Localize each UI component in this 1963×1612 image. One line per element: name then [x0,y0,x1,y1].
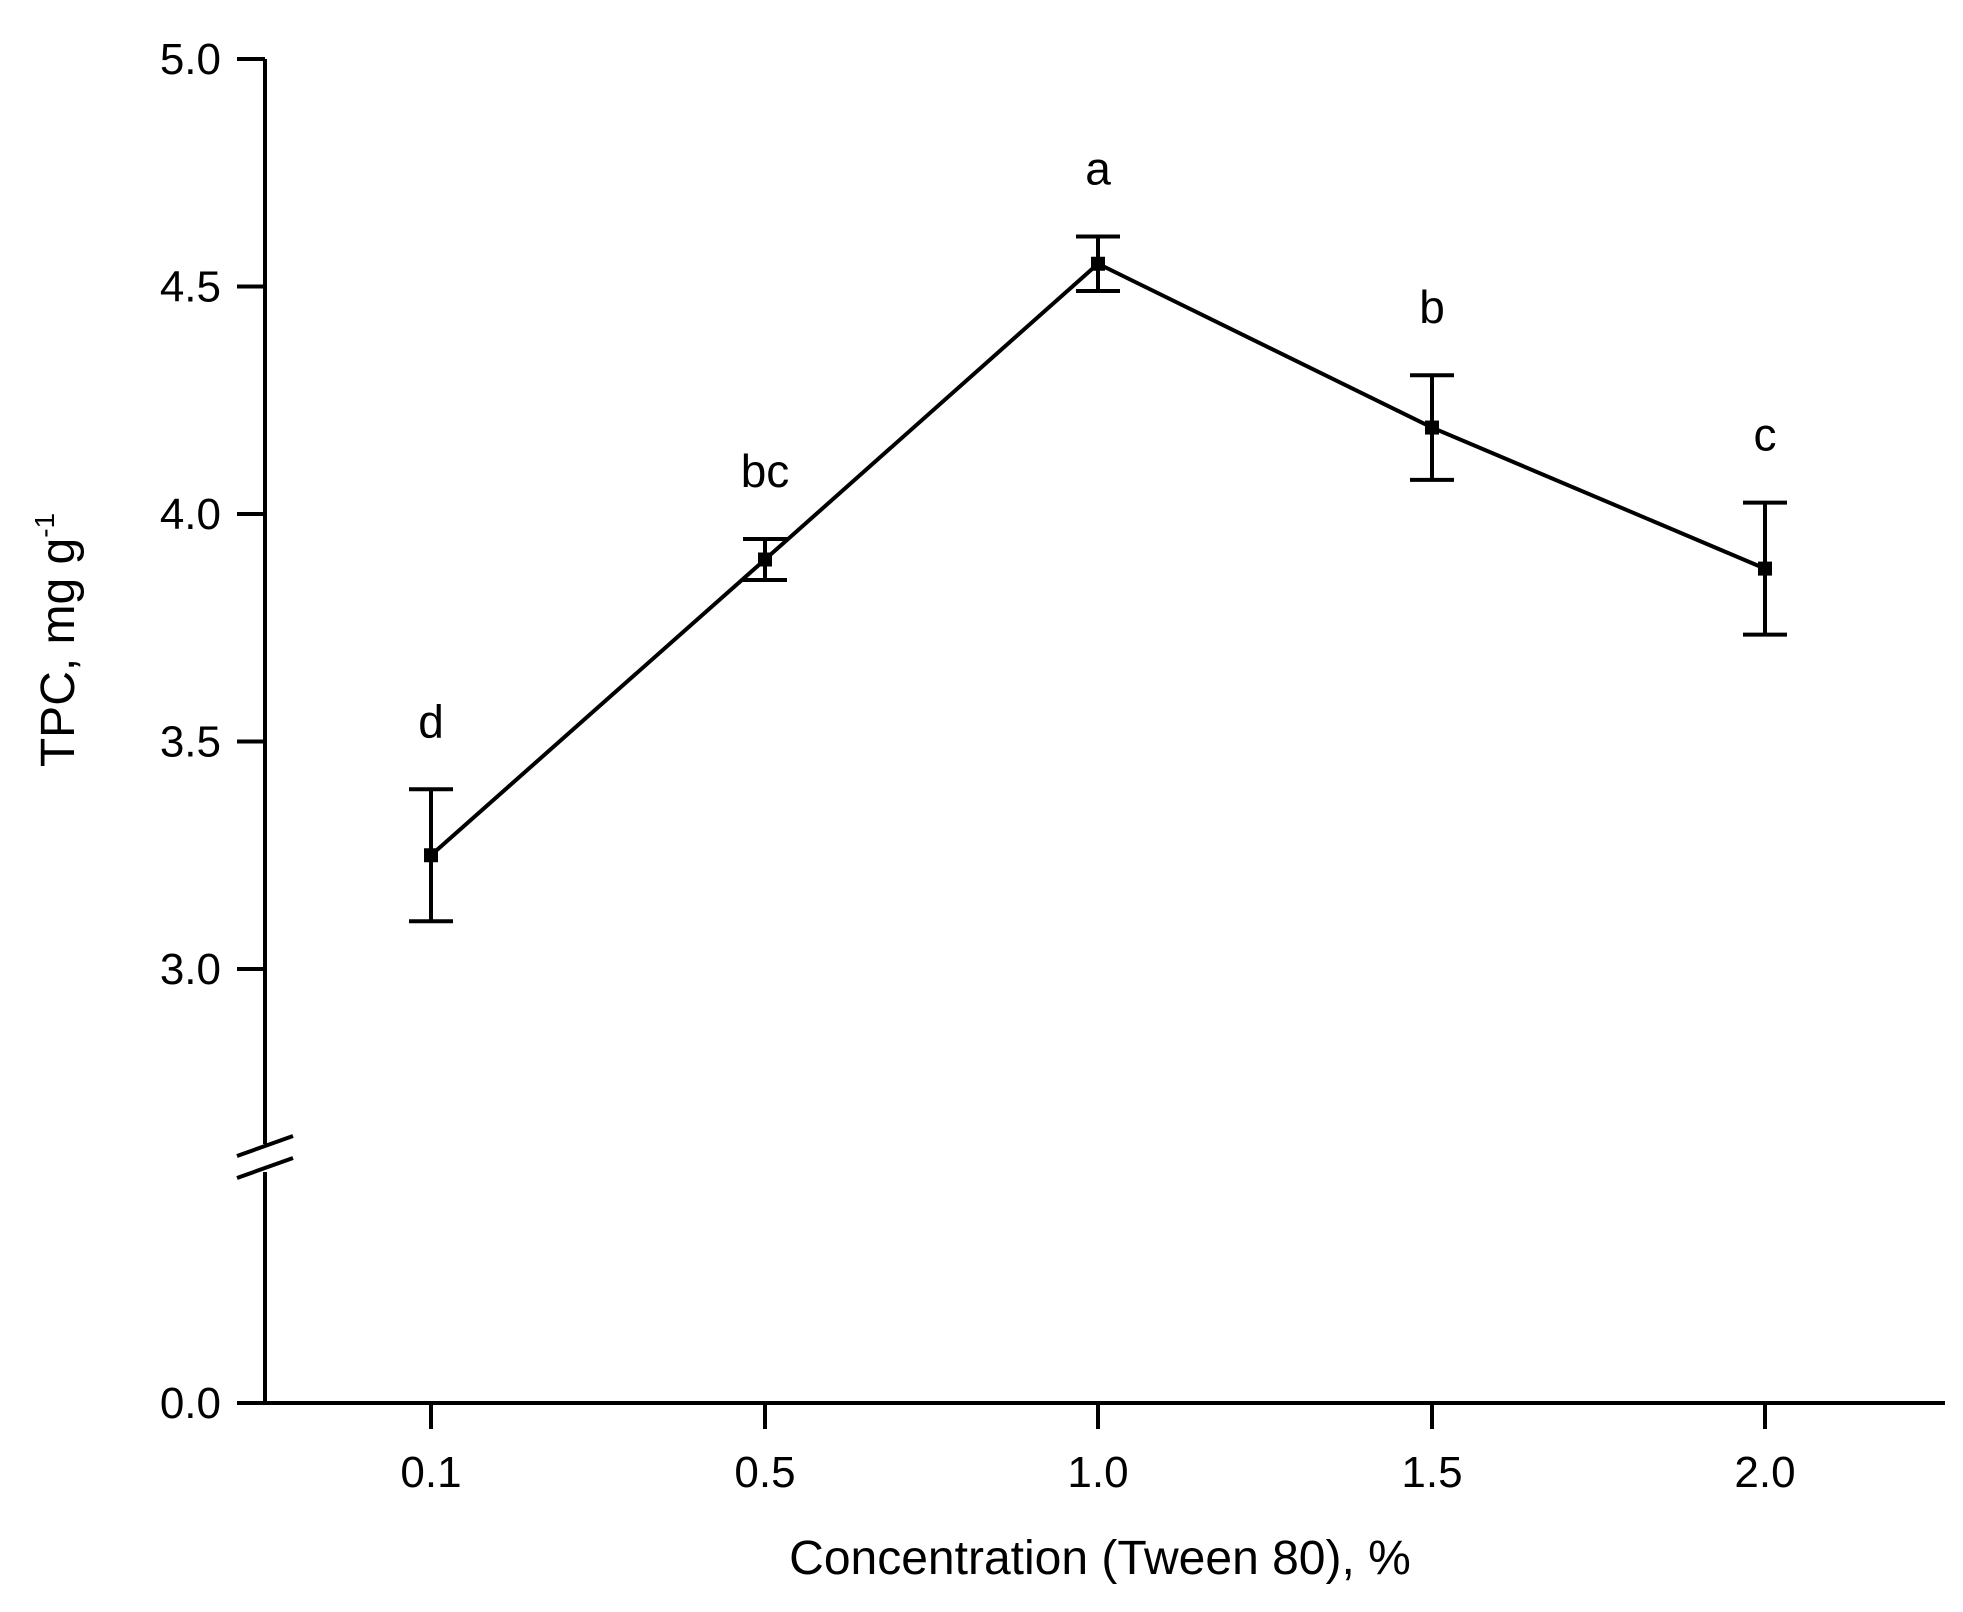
x-tick-label: 1.0 [1067,1448,1128,1497]
x-tick-label: 0.1 [400,1448,461,1497]
y-axis-title: TPC, mg g-1 [29,513,85,767]
significance-label: d [418,695,444,747]
axes-group [236,59,1945,1405]
significance-label: c [1754,409,1777,461]
x-tick-label: 1.5 [1401,1448,1462,1497]
significance-label: bc [741,445,790,497]
data-point [1091,256,1105,271]
x-axis-title: Concentration (Tween 80), % [789,1532,1411,1585]
x-tick-label: 2.0 [1734,1448,1795,1497]
significance-label: b [1419,281,1445,333]
series-line [429,261,1766,857]
axis-break-mark [236,1156,294,1180]
y-ticks-group: 0.0 3.0 3.5 4.0 4.5 5.0 [160,35,265,1428]
data-point [1425,420,1439,435]
axis-break-mark [236,1134,294,1158]
y-tick-label: 4.5 [160,263,221,312]
y-axis-title-main: TPC, mg g [32,538,85,767]
y-tick-label: 3.5 [160,718,221,767]
y-tick-label: 3.0 [160,945,221,994]
data-point [424,848,438,863]
significance-label: a [1085,142,1111,194]
x-ticks-group: 0.1 0.5 1.0 1.5 2.0 [400,1403,1796,1497]
data-point [1758,561,1772,576]
data-point [758,552,772,567]
y-axis-title-superscript: -1 [29,513,60,538]
x-tick-label: 0.5 [734,1448,795,1497]
y-tick-label: 4.0 [160,490,221,539]
y-tick-label: 0.0 [160,1379,221,1428]
y-tick-label: 5.0 [160,35,221,84]
